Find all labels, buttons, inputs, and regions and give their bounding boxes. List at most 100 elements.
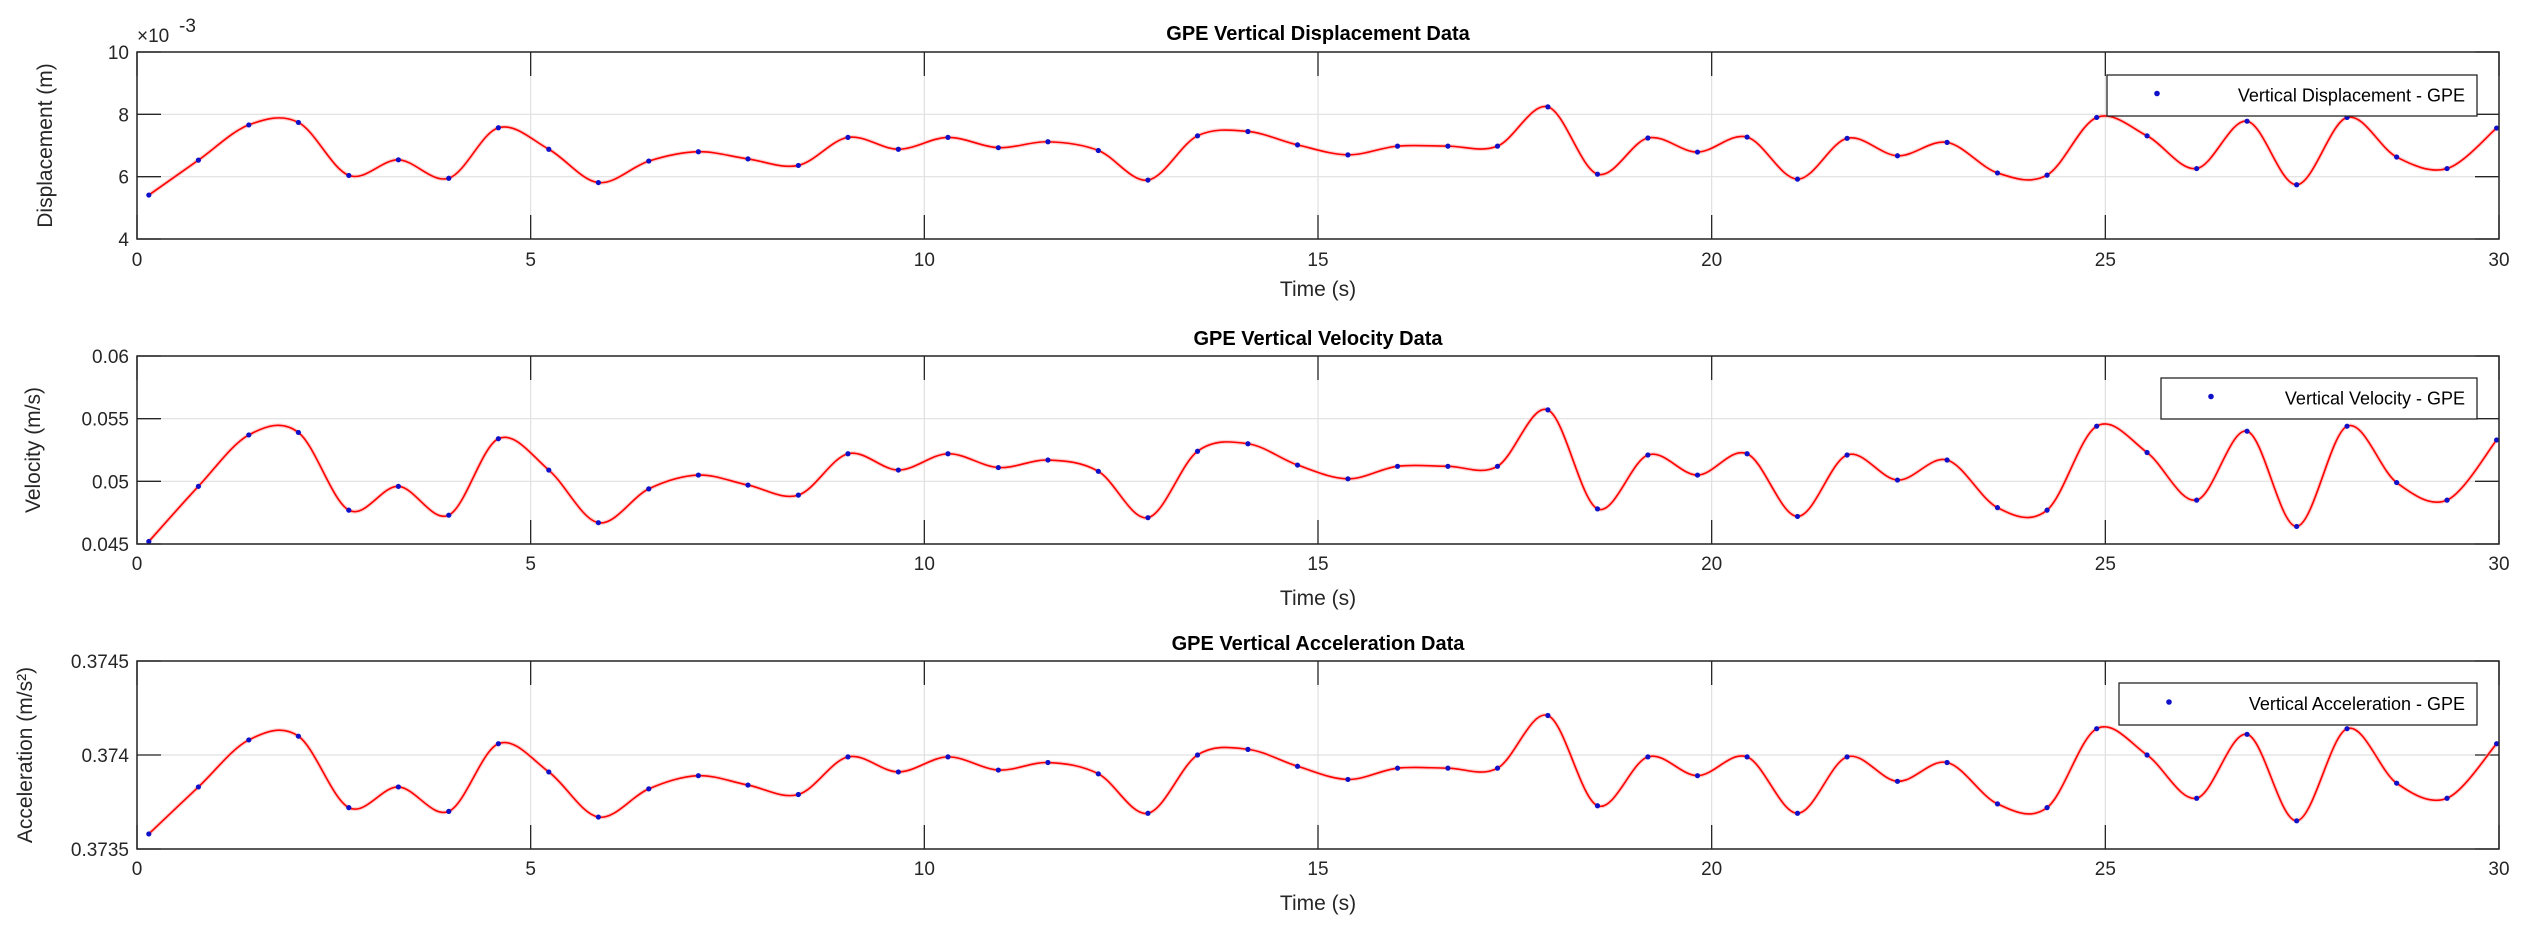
- data-point: [1844, 135, 1850, 141]
- data-point: [2044, 507, 2050, 513]
- data-point: [1545, 712, 1551, 719]
- data-point: [895, 769, 901, 775]
- y-tick-label: 6: [118, 168, 129, 189]
- y-tick-label: 0.06: [92, 347, 129, 368]
- data-point: [1694, 773, 1701, 779]
- data-point: [1794, 513, 1801, 520]
- legend-marker: [2166, 699, 2172, 705]
- data-point: [2194, 497, 2200, 503]
- x-tick-label: 15: [1307, 554, 1328, 575]
- data-point: [146, 538, 152, 545]
- data-point: [1294, 462, 1301, 468]
- legend-label: Vertical Displacement - GPE: [2238, 86, 2465, 106]
- x-tick-label: 25: [2095, 554, 2116, 575]
- x-tick-label: 0: [132, 554, 143, 575]
- legend: Vertical Acceleration - GPE: [2118, 682, 2478, 726]
- data-point: [2044, 805, 2050, 811]
- data-point: [1794, 176, 1801, 182]
- data-point: [546, 467, 552, 473]
- data-point: [1994, 170, 2001, 176]
- data-point: [1894, 477, 1901, 483]
- data-point: [595, 179, 601, 186]
- x-tick-label: 10: [914, 859, 935, 880]
- data-point: [1594, 171, 1601, 177]
- x-tick-label: 20: [1701, 554, 1722, 575]
- legend-marker: [2208, 393, 2214, 400]
- data-point: [446, 512, 452, 518]
- data-point: [795, 492, 801, 498]
- data-point: [2294, 818, 2300, 824]
- y-exponent-base: ×10: [137, 26, 169, 47]
- data-point: [2494, 741, 2500, 747]
- data-point: [1445, 143, 1451, 149]
- data-point: [945, 754, 951, 760]
- data-point: [1944, 759, 1950, 766]
- data-point: [995, 464, 1001, 471]
- data-point: [1045, 457, 1051, 463]
- data-point: [2494, 125, 2500, 131]
- data-point: [995, 767, 1001, 773]
- data-point: [1744, 451, 1750, 457]
- x-tick-label: 5: [525, 250, 536, 271]
- data-point: [146, 192, 152, 198]
- x-axis-label: Time (s): [1280, 278, 1356, 301]
- data-point: [395, 157, 401, 163]
- y-tick-label: 8: [118, 105, 129, 126]
- axes-box: [136, 51, 2500, 240]
- data-point: [1245, 128, 1251, 135]
- data-point: [1095, 468, 1101, 474]
- data-point: [295, 429, 302, 436]
- x-tick-label: 0: [132, 250, 143, 271]
- chart-title: GPE Vertical Acceleration Data: [1172, 633, 1466, 655]
- data-point: [1345, 152, 1351, 158]
- data-point: [595, 814, 601, 820]
- y-tick-label: 0.055: [81, 410, 129, 431]
- data-point: [2294, 523, 2300, 530]
- x-tick-label: 30: [2488, 554, 2509, 575]
- data-point: [1345, 776, 1351, 783]
- legend-label: Vertical Velocity - GPE: [2285, 389, 2465, 409]
- y-axis-label: Acceleration (m/s²): [14, 667, 37, 843]
- data-point: [495, 436, 501, 442]
- data-point: [1394, 765, 1401, 771]
- series-line: [148, 408, 2498, 543]
- data-point: [1194, 448, 1201, 454]
- y-tick-label: 0.374: [81, 746, 129, 767]
- y-axis-label: Displacement (m): [34, 63, 57, 228]
- data-point: [1145, 177, 1151, 183]
- x-tick-label: 25: [2095, 250, 2116, 271]
- data-point: [646, 786, 652, 792]
- data-point: [1694, 149, 1701, 155]
- data-point: [2094, 726, 2100, 732]
- x-axis-label: Time (s): [1280, 587, 1356, 610]
- data-point: [995, 145, 1001, 151]
- data-point: [745, 156, 751, 162]
- data-point: [1095, 771, 1101, 777]
- data-point: [295, 733, 302, 739]
- data-point: [195, 157, 202, 163]
- y-axis-label: Velocity (m/s): [22, 387, 45, 513]
- y-tick-label: 0.045: [81, 535, 129, 556]
- data-point: [2094, 423, 2100, 429]
- data-point: [1294, 142, 1301, 148]
- y-tick-label: 0.05: [92, 472, 129, 493]
- data-point: [646, 158, 652, 164]
- subplot-3: 0 5 10 15 20 25 30 0.3735 0.374 0.3745 GPE Vertica…: [14, 633, 2510, 915]
- data-point: [146, 831, 152, 837]
- data-point: [1944, 139, 1950, 145]
- data-point: [1294, 763, 1301, 769]
- x-tick-label: 25: [2095, 859, 2116, 880]
- data-point: [246, 432, 252, 438]
- data-point: [1844, 452, 1850, 458]
- data-point: [246, 122, 252, 128]
- data-point: [1245, 441, 1251, 447]
- data-point: [845, 754, 851, 760]
- data-point: [1445, 463, 1451, 469]
- data-point: [2144, 752, 2150, 758]
- data-point: [346, 172, 352, 179]
- data-point: [1594, 506, 1601, 512]
- data-point: [495, 741, 501, 747]
- data-point: [745, 782, 751, 788]
- data-point: [2044, 172, 2050, 178]
